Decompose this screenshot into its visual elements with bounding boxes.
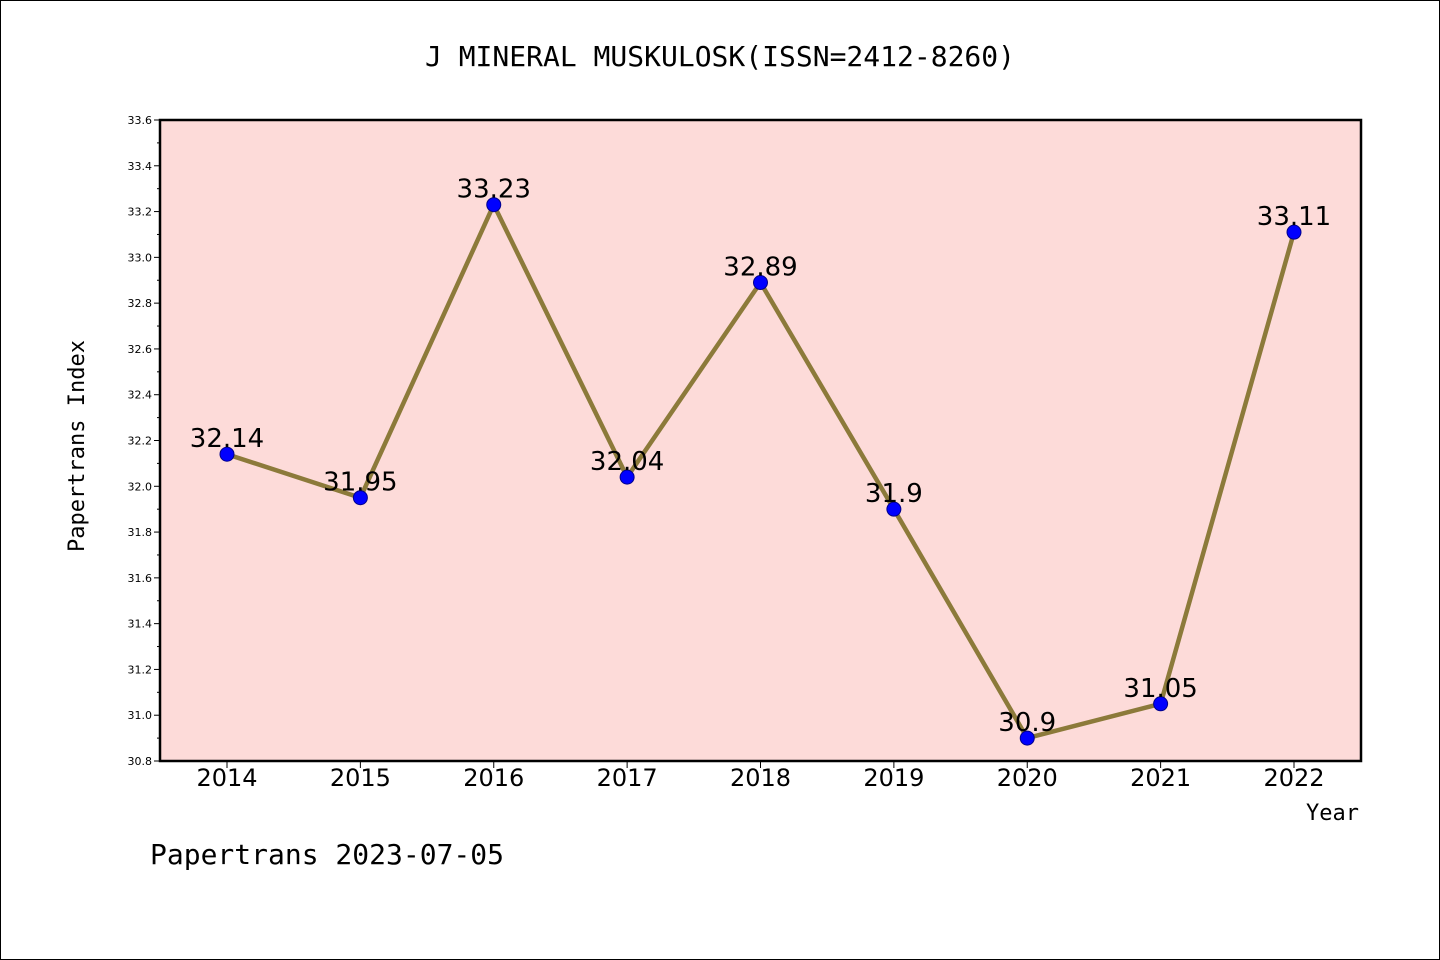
- y-tick-label: 31.4: [128, 618, 153, 631]
- y-tick-label: 33.0: [128, 251, 153, 264]
- x-tick-label: 2022: [1263, 764, 1324, 792]
- data-point: [619, 469, 635, 485]
- y-axis: 30.8 31.0 31.2 31.4 31.6 31.8 32.0 32.2 32.4 32.6…: [128, 114, 160, 768]
- plot-border: [158, 118, 1363, 763]
- data-labels: 32.14 31.95 33.23 32.04 32.89 31.9 30.9 31.05 33…: [190, 175, 1331, 738]
- y-tick-label: 31.2: [128, 663, 153, 676]
- x-axis: 2014 2015 2016 2017 2018 2019 2020 2021 2022: [196, 761, 1325, 792]
- chart-title: J MINERAL MUSKULOSK(ISSN=2412-8260): [425, 40, 1015, 73]
- data-point: [886, 501, 902, 517]
- y-tick-label: 32.6: [128, 343, 153, 356]
- plot-area: [160, 120, 1361, 761]
- x-tick-label: 2019: [863, 764, 924, 792]
- x-axis-label: Year: [1306, 801, 1359, 826]
- footer-date: Papertrans 2023-07-05: [150, 838, 504, 871]
- x-tick-label: 2020: [997, 764, 1058, 792]
- x-tick-label: 2018: [730, 764, 791, 792]
- y-tick-label: 33.2: [128, 206, 153, 219]
- y-axis-label: Papertrans Index: [65, 340, 90, 552]
- y-tick-label: 33.6: [128, 114, 153, 127]
- y-tick-label: 33.4: [128, 160, 153, 173]
- data-point: [486, 197, 502, 213]
- y-tick-label: 32.4: [128, 389, 153, 402]
- data-label: 33.11: [1257, 202, 1331, 232]
- x-tick-label: 2014: [196, 764, 257, 792]
- data-label: 32.14: [190, 424, 264, 454]
- y-tick-label: 31.6: [128, 572, 153, 585]
- data-label: 31.9: [865, 479, 923, 509]
- x-tick-label: 2021: [1130, 764, 1191, 792]
- data-point: [352, 490, 368, 506]
- y-tick-label: 32.2: [128, 435, 153, 448]
- y-tick-label: 32.8: [128, 297, 153, 310]
- y-tick-label: 32.0: [128, 480, 153, 493]
- x-tick-label: 2017: [597, 764, 658, 792]
- data-label: 31.95: [323, 468, 397, 498]
- data-point: [1019, 730, 1035, 746]
- data-label: 31.05: [1123, 674, 1197, 704]
- y-tick-label: 31.0: [128, 709, 153, 722]
- data-label: 30.9: [998, 708, 1056, 738]
- series-line: [219, 197, 1302, 746]
- x-tick-label: 2015: [330, 764, 391, 792]
- x-tick-label: 2016: [463, 764, 524, 792]
- data-label: 33.23: [457, 175, 531, 205]
- data-point: [1153, 696, 1169, 712]
- data-point: [1286, 224, 1302, 240]
- data-label: 32.89: [723, 253, 797, 283]
- y-tick-label: 30.8: [128, 755, 153, 768]
- data-point: [753, 275, 768, 291]
- y-tick-label: 31.8: [128, 526, 153, 539]
- data-point: [219, 446, 235, 462]
- data-label: 32.04: [590, 447, 664, 477]
